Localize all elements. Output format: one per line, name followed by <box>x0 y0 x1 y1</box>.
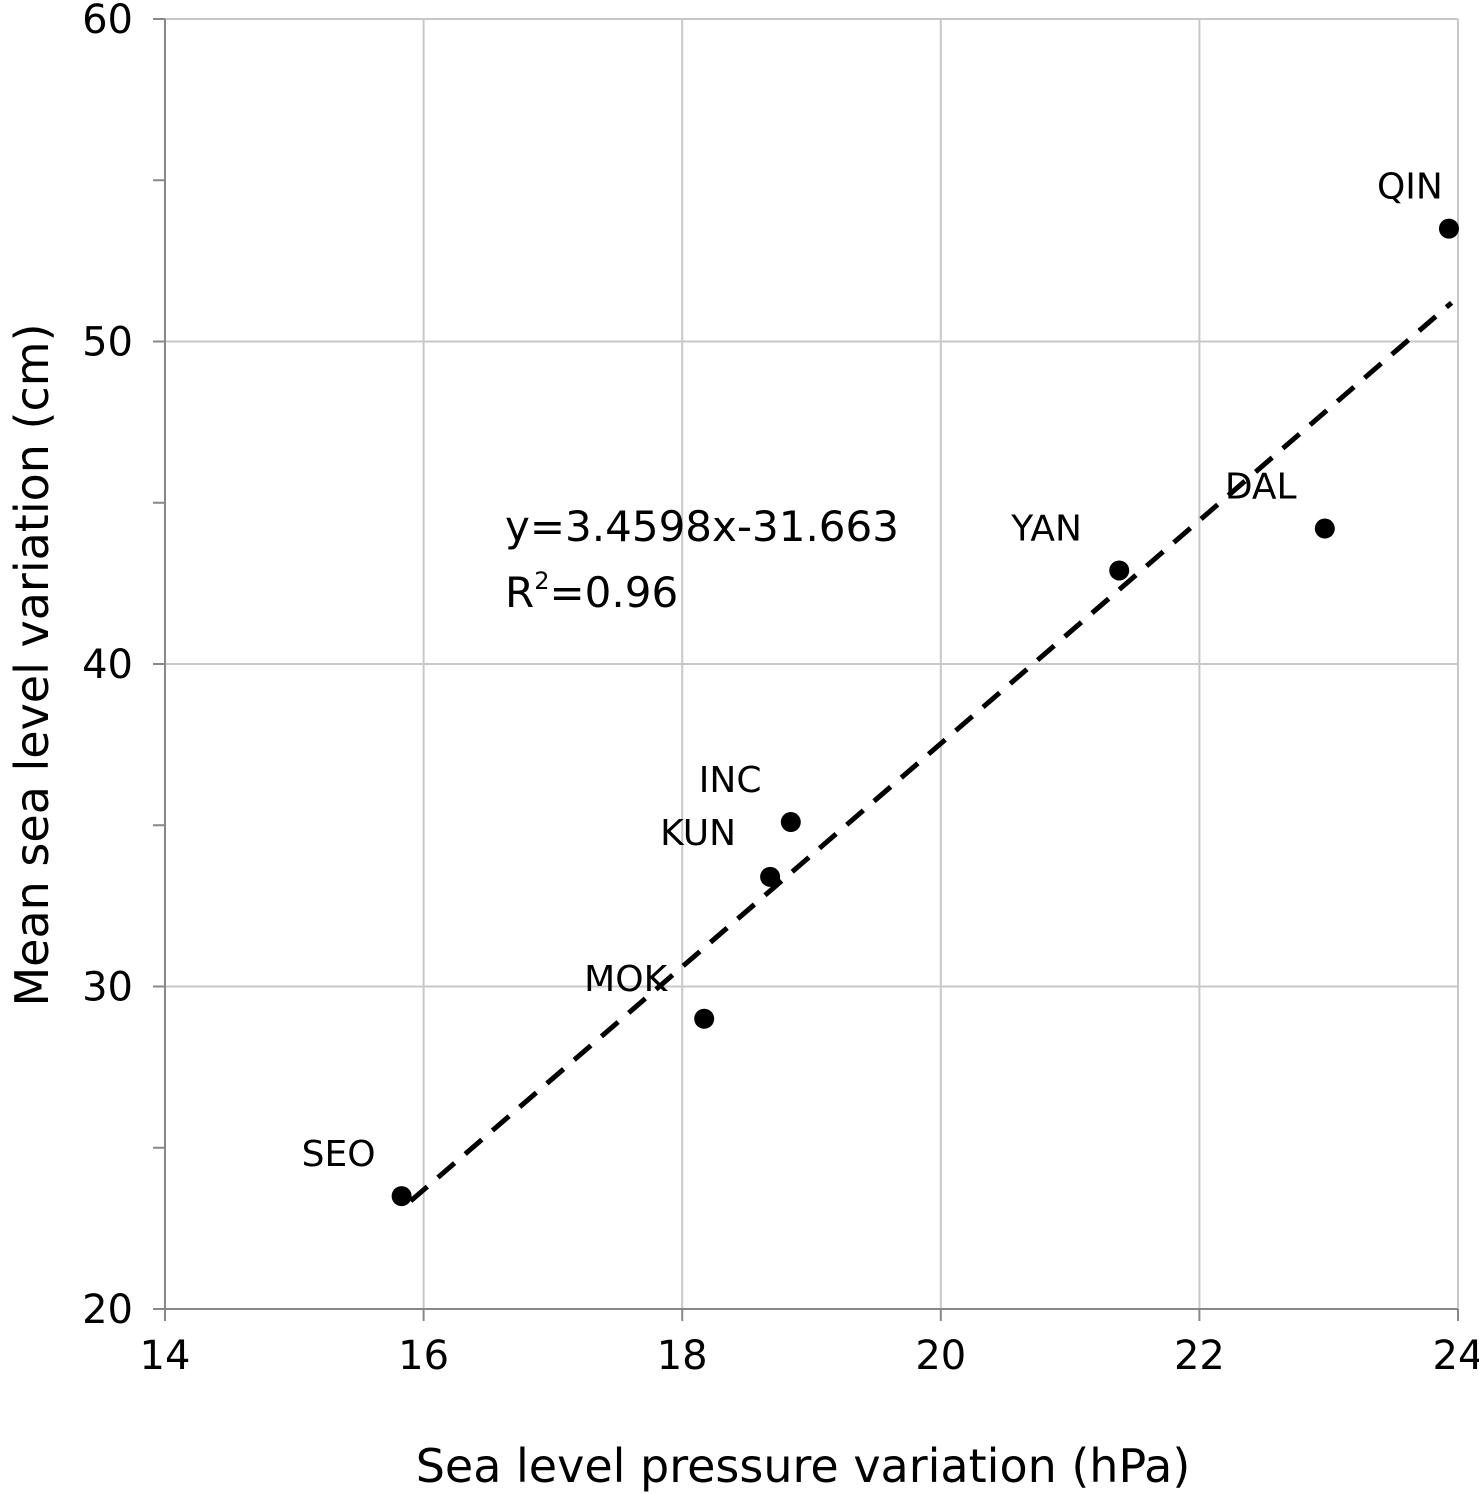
point-label-kun: KUN <box>660 813 736 854</box>
point-labels: SEO MOK KUN INC YAN DAL QIN <box>302 167 1443 1176</box>
x-tick-label: 16 <box>398 1333 449 1379</box>
point-label-yan: YAN <box>1010 508 1082 549</box>
y-tick-label: 50 <box>82 320 133 366</box>
point-label-seo: SEO <box>302 1134 376 1175</box>
data-point-mok <box>694 1008 715 1029</box>
trendline-equation: y=3.4598x-31.663 <box>505 502 899 551</box>
point-label-mok: MOK <box>584 959 668 1000</box>
x-tick-label: 20 <box>915 1333 966 1379</box>
y-axis-title: Mean sea level variation (cm) <box>5 323 59 1006</box>
y-tick-label: 30 <box>82 965 133 1011</box>
data-point-qin <box>1438 218 1459 239</box>
point-label-inc: INC <box>699 760 762 801</box>
data-point-yan <box>1109 560 1130 581</box>
x-axis-title: Sea level pressure variation (hPa) <box>416 1439 1191 1493</box>
data-points <box>391 218 1459 1207</box>
x-tick-label: 14 <box>140 1333 191 1379</box>
data-point-inc <box>780 812 801 833</box>
y-tick-label: 40 <box>82 642 133 688</box>
y-tick-label: 20 <box>82 1287 133 1333</box>
grid <box>165 18 1459 1309</box>
r-squared-prefix: R <box>505 568 534 617</box>
y-tick-label: 60 <box>82 0 133 43</box>
data-point-kun <box>760 866 781 887</box>
r-squared-label: R2=0.96 <box>505 567 678 617</box>
data-point-dal <box>1314 518 1335 539</box>
x-tick-label: 24 <box>1433 1333 1479 1379</box>
trendline-group <box>409 300 1454 1203</box>
x-tick-label: 18 <box>657 1333 708 1379</box>
r-squared-superscript: 2 <box>534 567 549 595</box>
trendline <box>409 300 1454 1203</box>
data-point-seo <box>391 1186 412 1207</box>
x-tick-label: 22 <box>1174 1333 1225 1379</box>
point-label-dal: DAL <box>1225 467 1297 508</box>
point-label-qin: QIN <box>1377 167 1443 208</box>
tick-labels: 14 16 18 20 22 24 20 30 40 50 60 <box>82 0 1479 1379</box>
axes <box>153 18 1459 1321</box>
r-squared-value: =0.96 <box>549 568 678 617</box>
